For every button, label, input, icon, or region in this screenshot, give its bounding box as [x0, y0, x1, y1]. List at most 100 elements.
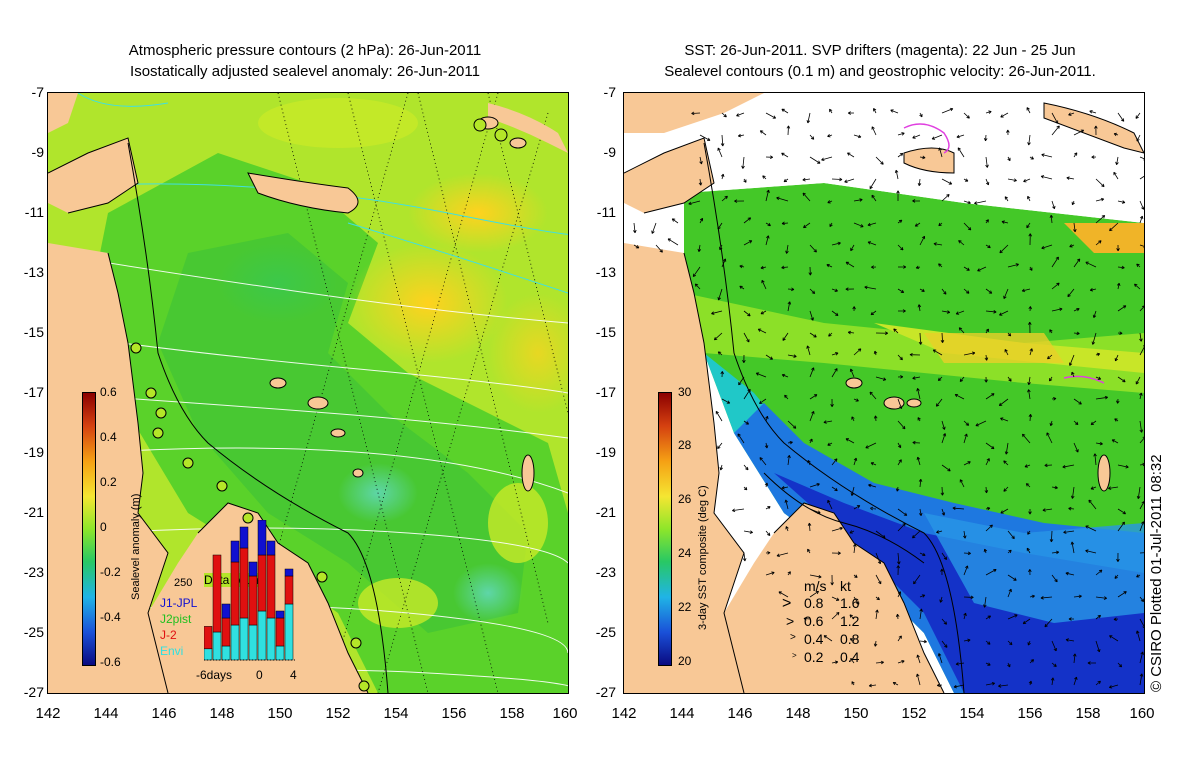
- velocity-arrow: [1073, 222, 1077, 233]
- velocity-arrow: [896, 565, 901, 576]
- velocity-arrow: [1111, 439, 1119, 444]
- sst-tick: 30: [678, 385, 692, 399]
- velocity-arrow: [870, 310, 877, 316]
- velocity-arrow-icon: >: [792, 651, 797, 660]
- velocity-arrow: [938, 222, 943, 227]
- histogram-bar-red: [257, 554, 267, 612]
- histogram-bar-red: [204, 626, 213, 650]
- velocity-arrow: [765, 415, 769, 422]
- velocity-arrow: [1041, 153, 1053, 158]
- velocity-arrow: [1027, 195, 1031, 202]
- velocity-arrow: [849, 614, 855, 620]
- velocity-arrow: [896, 190, 900, 202]
- velocity-arrow: [1095, 680, 1101, 686]
- velocity-arrow: [1095, 441, 1103, 446]
- velocity-arrow: [1095, 215, 1106, 224]
- lat-tick: -27: [595, 684, 616, 700]
- velocity-arrow: [1139, 156, 1144, 161]
- velocity-arrow: [831, 310, 839, 317]
- velocity-arrow: [1139, 521, 1144, 532]
- velocity-arrow: [913, 574, 921, 585]
- velocity-legend-ms: 0.6: [804, 613, 824, 629]
- velocity-arrow: [985, 156, 989, 168]
- velocity-arrow: [985, 524, 993, 532]
- velocity-arrow: [867, 241, 877, 246]
- velocity-arrow: [870, 462, 877, 466]
- left-title-line1: Atmospheric pressure contours (2 hPa): 2…: [128, 42, 482, 59]
- velocity-arrow: [1049, 530, 1054, 543]
- sst-tick: 22: [678, 600, 692, 614]
- velocity-arrow: [1116, 398, 1120, 404]
- velocity-arrow: [1003, 288, 1009, 300]
- velocity-arrow: [941, 310, 951, 314]
- velocity-arrow: [755, 372, 767, 378]
- velocity-arrow: [845, 438, 855, 444]
- velocity-arrow: [829, 222, 833, 228]
- velocity-arrow: [830, 398, 834, 408]
- velocity-arrow: [919, 155, 926, 160]
- lon-tick: 160: [1129, 705, 1155, 722]
- velocity-arrow: [785, 244, 789, 254]
- velocity-arrow: [1136, 263, 1141, 268]
- histogram-bar-cyan: [284, 603, 294, 661]
- velocity-arrow: [739, 285, 745, 290]
- velocity-arrow: [867, 222, 877, 227]
- data-count-histogram: [204, 520, 296, 661]
- velocity-arrow: [1113, 617, 1119, 621]
- velocity-arrow: [1117, 112, 1125, 122]
- velocity-arrow: [1073, 442, 1079, 453]
- velocity-arrow: [999, 244, 1009, 254]
- velocity-arrow: [803, 616, 811, 621]
- velocity-arrow: [1095, 240, 1102, 246]
- velocity-arrow: [699, 156, 703, 165]
- velocity-arrow: [985, 110, 992, 114]
- velocity-arrow: [1117, 265, 1125, 270]
- velocity-arrow: [958, 240, 965, 246]
- velocity-arrow: [853, 505, 861, 510]
- velocity-arrow: [1114, 418, 1119, 422]
- velocity-arrow: [1136, 574, 1141, 578]
- velocity-arrow: [897, 523, 906, 532]
- velocity-arrow: [742, 552, 747, 562]
- inset-x-label: 0: [256, 668, 263, 682]
- velocity-arrow: [1093, 453, 1097, 466]
- velocity-arrow: [963, 178, 969, 182]
- velocity-arrow: [743, 217, 752, 224]
- velocity-arrow: [743, 240, 753, 246]
- velocity-arrow: [776, 196, 789, 202]
- velocity-arrow: [809, 590, 820, 598]
- velocity-arrow: [1051, 256, 1059, 268]
- histogram-bar-red: [212, 554, 222, 633]
- velocity-arrow: [1113, 132, 1119, 137]
- velocity-arrow: [916, 388, 921, 400]
- velocity-arrow: [963, 200, 971, 205]
- velocity-arrow: [737, 433, 745, 444]
- velocity-arrow: [831, 352, 839, 356]
- velocity-arrow: [873, 415, 878, 422]
- lat-tick: -25: [23, 624, 44, 640]
- lat-tick: -9: [603, 144, 616, 160]
- velocity-arrow: [875, 331, 889, 336]
- velocity-arrow: [868, 683, 877, 688]
- velocity-arrow: [781, 485, 789, 490]
- lon-tick: 160: [552, 705, 578, 722]
- velocity-arrow: [918, 332, 923, 345]
- sst-tick: 20: [678, 654, 692, 668]
- velocity-arrow: [1089, 110, 1097, 114]
- lat-tick: -17: [595, 384, 616, 400]
- velocity-arrow: [829, 108, 833, 114]
- velocity-arrow: [915, 265, 921, 270]
- velocity-arrow: [1136, 486, 1141, 500]
- velocity-arrow: [1049, 214, 1054, 224]
- velocity-arrow: [917, 178, 922, 187]
- velocity-arrow-icon: >: [782, 595, 792, 612]
- velocity-arrow: [1117, 591, 1127, 598]
- velocity-arrow: [827, 133, 833, 138]
- right-title-line2: Sealevel contours (0.1 m) and geostrophi…: [664, 63, 1096, 80]
- velocity-arrow: [963, 433, 968, 444]
- velocity-arrow: [1068, 506, 1075, 511]
- velocity-arrow: [720, 371, 724, 378]
- velocity-arrow: [1088, 499, 1097, 510]
- lon-tick: 148: [209, 705, 235, 722]
- velocity-arrow: [765, 235, 770, 246]
